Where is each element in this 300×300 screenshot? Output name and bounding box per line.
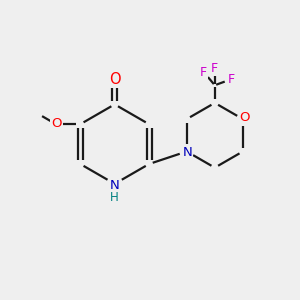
Text: O: O	[240, 111, 250, 124]
Text: N: N	[182, 146, 192, 159]
Text: F: F	[227, 73, 234, 86]
Text: F: F	[211, 61, 218, 75]
Text: H: H	[110, 190, 119, 204]
Text: O: O	[51, 117, 62, 130]
Text: O: O	[109, 71, 121, 86]
Text: F: F	[200, 66, 207, 79]
Text: N: N	[110, 179, 119, 192]
